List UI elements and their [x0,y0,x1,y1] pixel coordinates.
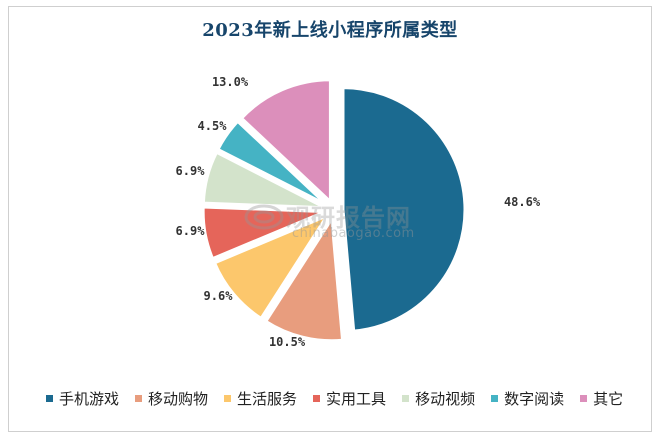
legend-swatch [402,395,410,402]
legend-swatch [224,395,232,402]
chart-title: 2023年新上线小程序所属类型 [202,20,458,41]
pie-slice-1 [341,86,467,333]
slice-label-6: 4.5% [198,119,228,133]
chart-legend: 手机游戏 移动购物 生活服务 实用工具 移动视频 数字阅读 其它 [46,388,623,409]
legend-label: 移动购物 [148,390,209,408]
watermark-url: chinabaogao.com [292,226,415,241]
legend-label: 移动视频 [415,390,476,408]
legend-swatch [46,395,53,402]
slice-label-3: 9.6% [204,289,234,303]
legend-swatch [313,395,321,402]
legend-item-3: 生活服务 [224,388,297,409]
pie-slice-6 [215,119,328,207]
pie-slice-7 [239,78,332,206]
legend-swatch [580,395,588,402]
legend-label: 生活服务 [237,390,298,408]
legend-label: 手机游戏 [59,390,120,408]
pie-slice-4 [201,205,326,261]
legend-item-5: 移动视频 [402,388,475,409]
legend-label: 数字阅读 [504,390,565,408]
legend-swatch [135,395,143,402]
legend-label: 实用工具 [326,390,387,408]
pie-slice-3 [212,212,331,321]
pie-slice-5 [201,150,326,210]
legend-item-7: 其它 [580,388,623,409]
legend-item-6: 数字阅读 [491,388,564,409]
slice-label-1: 48.6% [504,195,541,209]
watermark-text: 观研报告网 [286,204,411,232]
slice-label-2: 10.5% [269,335,306,349]
legend-swatch [491,395,499,402]
legend-item-2: 移动购物 [135,388,208,409]
slice-label-5: 6.9% [176,164,206,178]
legend-item-1: 手机游戏 [46,388,119,409]
legend-item-4: 实用工具 [313,388,386,409]
slice-label-7: 13.0% [212,75,249,89]
pie-slice-2 [263,214,345,343]
watermark-logo-icon [244,204,284,230]
legend-label: 其它 [593,390,624,408]
slice-label-4: 6.9% [176,224,206,238]
